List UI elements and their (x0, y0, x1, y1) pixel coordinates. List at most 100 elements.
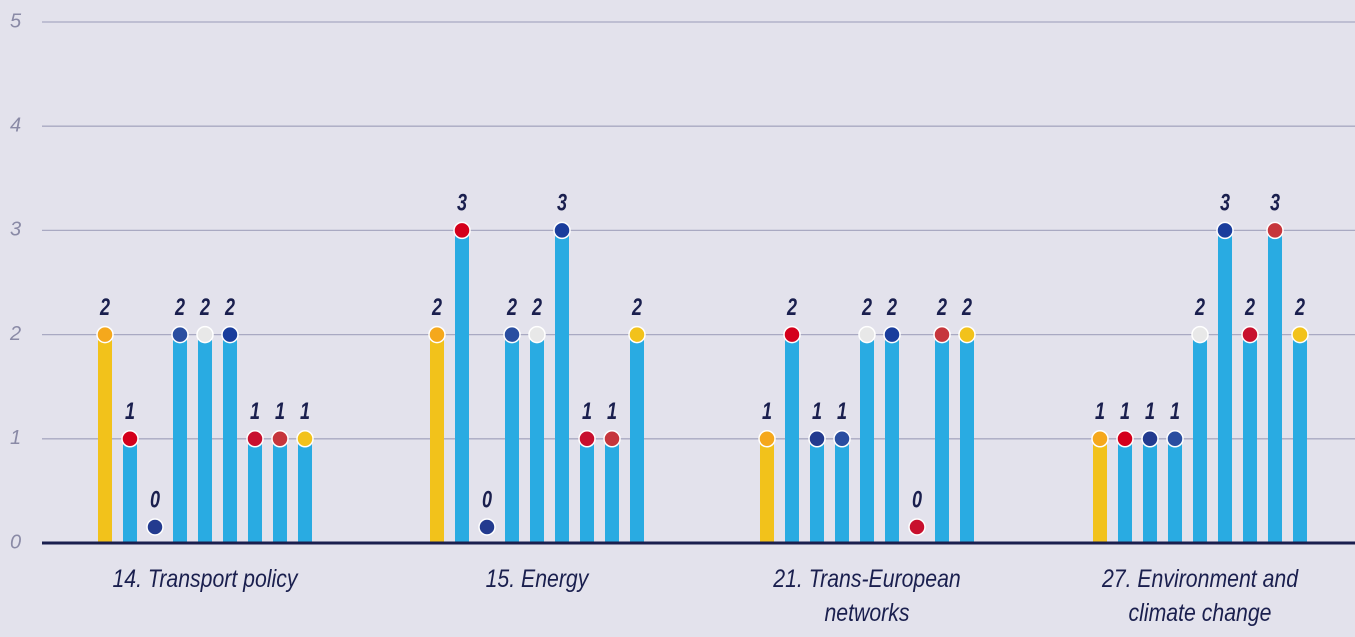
bar (760, 438, 774, 543)
data-label: 2 (1294, 295, 1305, 321)
data-label: 3 (1220, 190, 1230, 216)
bar (1143, 438, 1157, 543)
data-label: 1 (1095, 399, 1105, 425)
bar (1193, 334, 1207, 543)
y-tick-label: 4 (10, 114, 21, 136)
x-tick-label: 14. Transport policy (112, 565, 298, 593)
flag-icon (933, 325, 951, 344)
x-tick-label: 15. Energy (485, 565, 589, 593)
bar (630, 334, 644, 543)
y-tick-label: 3 (10, 219, 21, 241)
bar (1218, 230, 1232, 543)
flag-icon (121, 430, 139, 448)
flag-icon (1091, 430, 1109, 448)
data-label: 1 (1120, 399, 1130, 425)
data-label: 2 (936, 295, 947, 321)
bar (1093, 438, 1107, 543)
flag-icon (503, 325, 521, 344)
bar (455, 230, 469, 543)
bar (785, 334, 799, 543)
bar (1168, 438, 1182, 543)
bar (123, 438, 137, 543)
data-label: 3 (1270, 190, 1280, 216)
flag-icon (171, 325, 189, 344)
data-label: 2 (431, 295, 442, 321)
y-tick-label: 5 (10, 10, 22, 32)
bar (298, 438, 312, 543)
flag-icon (758, 430, 776, 448)
flag-icon (96, 325, 114, 344)
bar (555, 230, 569, 543)
flag-icon (1266, 221, 1284, 240)
data-label: 1 (125, 399, 135, 425)
bar (430, 334, 444, 543)
flag-icon (1216, 221, 1234, 240)
flag-icon (271, 430, 289, 448)
data-label: 2 (631, 295, 642, 321)
data-label: 2 (224, 295, 235, 321)
data-label: 0 (912, 487, 922, 513)
data-label: 2 (1244, 295, 1255, 321)
x-tick-label: 21. Trans-European networks (773, 565, 961, 627)
flag-icon (578, 430, 596, 448)
flag-icon (428, 325, 446, 344)
data-label: 1 (275, 399, 285, 425)
data-label: 2 (961, 295, 972, 321)
x-tick-label: 27. Environment and climate change (1101, 565, 1299, 627)
y-tick-label: 0 (10, 531, 21, 553)
bar (248, 438, 262, 543)
flag-icon (221, 325, 239, 344)
data-label: 2 (174, 295, 185, 321)
data-label: 2 (531, 295, 542, 321)
flag-icon (1291, 325, 1309, 344)
flag-icon (528, 325, 546, 344)
bar (530, 334, 544, 543)
bar (580, 438, 594, 543)
bar (273, 438, 287, 543)
data-label: 1 (300, 399, 310, 425)
bar (198, 334, 212, 543)
flag-icon (453, 221, 471, 240)
data-label: 1 (607, 399, 617, 425)
flag-icon (858, 325, 876, 344)
data-label: 2 (886, 295, 897, 321)
flag-icon (603, 430, 621, 448)
bar (835, 438, 849, 543)
flag-icon (146, 518, 164, 536)
data-label: 2 (861, 295, 872, 321)
flag-icon (1166, 430, 1184, 448)
data-label: 2 (99, 295, 110, 321)
data-label: 3 (557, 190, 567, 216)
flag-icon (628, 325, 646, 344)
data-label: 1 (1145, 399, 1155, 425)
flag-icon (958, 325, 976, 344)
bar (173, 334, 187, 543)
bar (1118, 438, 1132, 543)
bar (810, 438, 824, 543)
flag-icon (1116, 430, 1134, 448)
bar (98, 334, 112, 543)
flag-icon (196, 325, 214, 344)
flag-icon (553, 221, 571, 240)
data-label: 1 (762, 399, 772, 425)
flag-icon (246, 430, 264, 448)
bar (1243, 334, 1257, 543)
flag-icon (478, 518, 496, 536)
data-label: 0 (150, 487, 160, 513)
data-label: 2 (786, 295, 797, 321)
bar (1293, 334, 1307, 543)
bar (935, 334, 949, 543)
y-tick-label: 1 (10, 427, 21, 449)
bar (605, 438, 619, 543)
bar (960, 334, 974, 543)
data-label: 3 (457, 190, 467, 216)
data-label: 2 (199, 295, 210, 321)
data-label: 2 (506, 295, 517, 321)
y-tick-label: 2 (9, 323, 21, 345)
flag-icon (908, 518, 926, 536)
bar (885, 334, 899, 543)
bar (505, 334, 519, 543)
data-label: 1 (812, 399, 822, 425)
